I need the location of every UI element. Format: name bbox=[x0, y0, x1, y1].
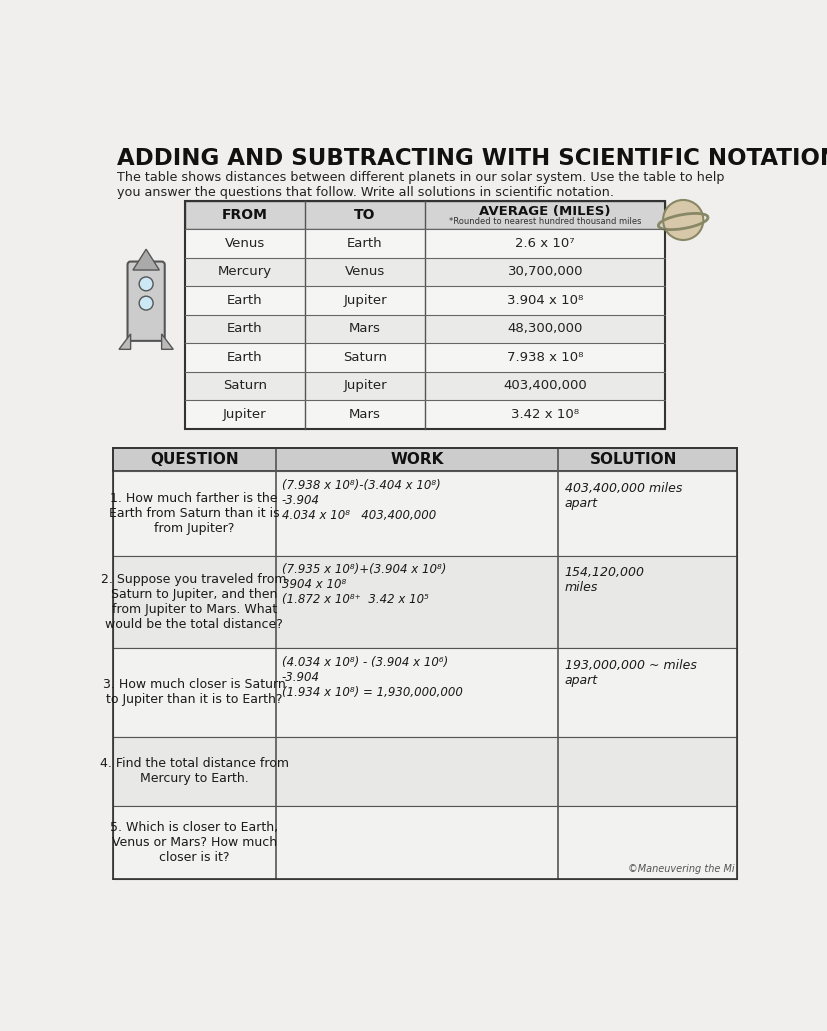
Text: ©Maneuvering the Mi: ©Maneuvering the Mi bbox=[627, 864, 734, 874]
Polygon shape bbox=[161, 334, 173, 350]
Text: Mars: Mars bbox=[349, 408, 380, 421]
Text: (7.938 x 10⁸)-(3.404 x 10⁸)
-3.904
4.034 x 10⁸   403,400,000: (7.938 x 10⁸)-(3.404 x 10⁸) -3.904 4.034… bbox=[281, 478, 440, 522]
FancyBboxPatch shape bbox=[184, 400, 665, 429]
FancyBboxPatch shape bbox=[184, 229, 665, 258]
Text: 403,400,000: 403,400,000 bbox=[503, 379, 586, 393]
Text: SOLUTION: SOLUTION bbox=[589, 452, 676, 467]
Text: 1. How much farther is the
Earth from Saturn than it is
from Jupiter?: 1. How much farther is the Earth from Sa… bbox=[108, 492, 280, 535]
FancyBboxPatch shape bbox=[112, 736, 737, 806]
FancyBboxPatch shape bbox=[184, 287, 665, 314]
Text: 30,700,000: 30,700,000 bbox=[507, 265, 582, 278]
Text: Earth: Earth bbox=[227, 351, 262, 364]
Circle shape bbox=[139, 296, 153, 310]
Circle shape bbox=[139, 277, 153, 291]
Text: Earth: Earth bbox=[227, 294, 262, 307]
FancyBboxPatch shape bbox=[184, 258, 665, 287]
Text: Earth: Earth bbox=[227, 323, 262, 335]
Text: 48,300,000: 48,300,000 bbox=[507, 323, 582, 335]
Text: 403,400,000 miles
apart: 403,400,000 miles apart bbox=[564, 481, 681, 509]
FancyBboxPatch shape bbox=[184, 314, 665, 343]
Text: 2.6 x 10⁷: 2.6 x 10⁷ bbox=[515, 237, 575, 250]
Polygon shape bbox=[133, 250, 159, 270]
FancyBboxPatch shape bbox=[184, 343, 665, 371]
Text: Earth: Earth bbox=[347, 237, 382, 250]
Text: ADDING AND SUBTRACTING WITH SCIENTIFIC NOTATION: ADDING AND SUBTRACTING WITH SCIENTIFIC N… bbox=[117, 146, 827, 170]
FancyBboxPatch shape bbox=[112, 556, 737, 648]
FancyBboxPatch shape bbox=[112, 806, 737, 879]
Text: Saturn: Saturn bbox=[222, 379, 266, 393]
Polygon shape bbox=[119, 334, 131, 350]
FancyBboxPatch shape bbox=[112, 471, 737, 556]
Text: 5. Which is closer to Earth,
Venus or Mars? How much
closer is it?: 5. Which is closer to Earth, Venus or Ma… bbox=[110, 821, 278, 864]
Text: WORK: WORK bbox=[390, 452, 443, 467]
Text: 2. Suppose you traveled from
Saturn to Jupiter, and then
from Jupiter to Mars. W: 2. Suppose you traveled from Saturn to J… bbox=[101, 573, 287, 631]
Text: 154,120,000
miles: 154,120,000 miles bbox=[564, 566, 644, 595]
Text: Mars: Mars bbox=[349, 323, 380, 335]
Text: 3. How much closer is Saturn
to Jupiter than it is to Earth?: 3. How much closer is Saturn to Jupiter … bbox=[103, 678, 285, 706]
Text: Mercury: Mercury bbox=[218, 265, 272, 278]
Text: Venus: Venus bbox=[225, 237, 265, 250]
Text: 4. Find the total distance from
Mercury to Earth.: 4. Find the total distance from Mercury … bbox=[99, 758, 289, 786]
Text: Jupiter: Jupiter bbox=[343, 379, 386, 393]
Text: Venus: Venus bbox=[345, 265, 385, 278]
Text: *Rounded to nearest hundred thousand miles: *Rounded to nearest hundred thousand mil… bbox=[448, 217, 641, 226]
Text: 3.904 x 10⁸: 3.904 x 10⁸ bbox=[506, 294, 583, 307]
Text: AVERAGE (MILES): AVERAGE (MILES) bbox=[479, 204, 610, 218]
Text: 3.42 x 10⁸: 3.42 x 10⁸ bbox=[510, 408, 579, 421]
FancyBboxPatch shape bbox=[127, 262, 165, 341]
Text: QUESTION: QUESTION bbox=[150, 452, 238, 467]
Text: FROM: FROM bbox=[222, 208, 268, 222]
Text: Jupiter: Jupiter bbox=[222, 408, 266, 421]
Circle shape bbox=[662, 200, 702, 240]
FancyBboxPatch shape bbox=[112, 447, 737, 471]
Text: Saturn: Saturn bbox=[342, 351, 386, 364]
Text: 7.938 x 10⁸: 7.938 x 10⁸ bbox=[506, 351, 583, 364]
Text: (4.034 x 10⁸) - (3.904 x 10⁶)
-3.904
(1.934 x 10⁸) = 1,930,000,000: (4.034 x 10⁸) - (3.904 x 10⁶) -3.904 (1.… bbox=[281, 656, 462, 699]
Text: 193,000,000 ~ miles
apart: 193,000,000 ~ miles apart bbox=[564, 659, 696, 687]
FancyBboxPatch shape bbox=[184, 371, 665, 400]
FancyBboxPatch shape bbox=[112, 648, 737, 736]
Text: (7.935 x 10⁸)+(3.904 x 10⁸)
3904 x 10⁸
(1.872 x 10⁸⁺  3.42 x 10⁵: (7.935 x 10⁸)+(3.904 x 10⁸) 3904 x 10⁸ (… bbox=[281, 563, 446, 606]
Text: The table shows distances between different planets in our solar system. Use the: The table shows distances between differ… bbox=[117, 171, 724, 199]
Text: TO: TO bbox=[354, 208, 375, 222]
FancyBboxPatch shape bbox=[184, 201, 665, 229]
Text: Jupiter: Jupiter bbox=[343, 294, 386, 307]
